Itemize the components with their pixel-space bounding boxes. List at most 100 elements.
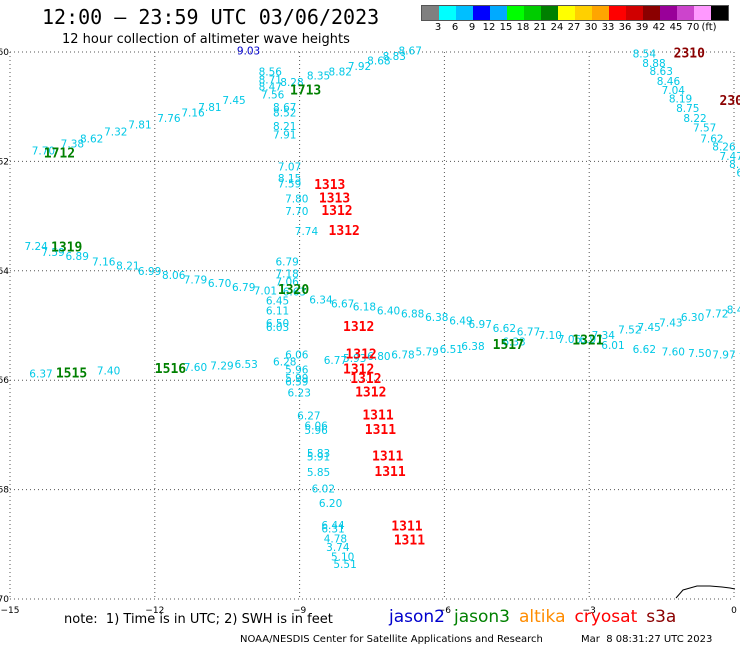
wave-height-value: 6.51: [440, 344, 463, 356]
wave-height-value: 7.70: [32, 145, 55, 157]
wave-height-value: 6.45: [266, 296, 289, 308]
legend-swatch: [609, 6, 626, 20]
wave-height-value: 8.26: [712, 141, 736, 153]
wave-height-value: 7.72: [705, 308, 728, 320]
wave-height-value: 6.63: [283, 286, 306, 298]
legend-swatch: [541, 6, 558, 20]
wave-height-value: 6.37: [29, 368, 52, 380]
wave-height-value: 6.28: [273, 356, 296, 368]
wave-height-value: 7.97: [712, 349, 735, 361]
wave-height-value: 6.31: [321, 523, 344, 535]
wave-height-value: 6.23: [288, 388, 311, 400]
wave-height-value: 5.51: [333, 559, 356, 571]
wave-height-value: 8.21: [273, 121, 296, 133]
track-time-label: 2309: [720, 94, 740, 109]
wave-height-value: 8.21: [116, 261, 139, 273]
wave-height-value: 7.62: [700, 133, 723, 145]
legend-label: 18: [516, 22, 530, 33]
wave-height-value: 7.81: [128, 120, 151, 132]
track-time-label: 1312: [350, 372, 381, 387]
wave-height-value: 6.44: [321, 520, 345, 532]
wave-height-value: 6.06: [304, 420, 328, 432]
wave-height-value: 7.50: [688, 348, 711, 360]
wave-height-value: 3.74: [326, 542, 350, 554]
wave-height-value: 5.93: [343, 353, 366, 365]
wave-height-value: 8.47: [259, 81, 282, 93]
wave-height-value: 7.32: [104, 127, 127, 139]
wave-height-observations: 9.03 8.678.838.687.928.828.358.568.718.28…: [24, 46, 740, 571]
track-time-label: 1312: [329, 224, 360, 239]
lat-tick-label: 66: [0, 376, 9, 386]
wave-height-value: 8.54: [633, 48, 657, 60]
legend-label: 30: [584, 22, 598, 33]
wave-height-value: 6.88: [401, 308, 424, 320]
wave-height-value: 6.78: [391, 349, 414, 361]
coastline: [675, 585, 736, 599]
lat-lon-grid: [9, 51, 735, 600]
wave-height-value: 7.04: [662, 85, 686, 97]
wave-height-value: 8.15: [278, 173, 301, 185]
mission-jason2: jason2: [389, 607, 445, 627]
track-time-label: 1319: [51, 241, 82, 256]
wave-height-value: 8.35: [307, 70, 330, 82]
lat-tick-label: 60: [0, 48, 9, 58]
legend-swatch: [711, 6, 728, 20]
axis-tick-labels: −15 −12 −9 −6 −3 0 60 62 64 66 68 70: [0, 48, 737, 616]
wave-height-value: 6.38: [425, 312, 448, 324]
wave-height-value: 8.75: [676, 103, 699, 115]
wave-height-value: 6.79: [232, 282, 255, 294]
wave-height-value: 7.56: [261, 89, 285, 101]
wave-height-value: 6.67: [331, 298, 354, 310]
legend-swatch: [592, 6, 609, 20]
wave-height-value: 6.27: [297, 411, 320, 423]
wave-height-value: 7.70: [285, 206, 308, 218]
wave-height-value: 6.62: [633, 344, 656, 356]
legend-label: 39: [635, 22, 649, 33]
wave-height-value: 7.45: [637, 322, 660, 334]
wave-height-value: 6.11: [266, 306, 289, 318]
wave-height-value: 6.49: [449, 315, 472, 327]
legend-swatch: [524, 6, 541, 20]
track-time-label: 1312: [343, 320, 374, 335]
wave-height-value: 8.6: [729, 159, 740, 171]
wave-height-value: 8.68: [367, 56, 390, 68]
wave-height-value: 6.77: [517, 326, 540, 338]
legend-label: 45: [669, 22, 683, 33]
wave-height-value: 6.77: [324, 355, 347, 367]
legend-swatch: [694, 6, 711, 20]
wave-height-color-legend: 3 6 9 12 15 18 21 24 27 30 33 36 39 42 45 70 (ft): [421, 5, 729, 35]
generated-date: Mar 8 08:31:27 UTC 2023: [581, 634, 713, 645]
legend-label: 33: [601, 22, 615, 33]
wave-height-value: 5.85: [307, 467, 330, 479]
wave-height-value: 6.06: [285, 349, 309, 361]
wave-height-value: 7.16: [181, 108, 205, 120]
legend-label: 3: [434, 22, 442, 33]
mission-jason3: jason3: [454, 607, 510, 627]
wave-height-value: 8.06: [162, 270, 186, 282]
track-time-label: 2310: [674, 46, 705, 61]
legend-label: 21: [533, 22, 547, 33]
wave-height-value: 8.44: [727, 304, 740, 316]
lat-tick-label: 70: [0, 595, 9, 605]
map-subtitle: 12 hour collection of altimeter wave hei…: [62, 32, 350, 47]
legend-label: 42: [652, 22, 666, 33]
track-time-label: 1311: [365, 423, 396, 438]
track-time-label: 1311: [394, 533, 425, 548]
track-time-label: 1321: [572, 334, 603, 349]
wave-height-value: 6.01: [601, 340, 624, 352]
legend-labels: 3 6 9 12 15 18 21 24 27 30 33 36 39 42 45 70 (ft): [421, 21, 729, 35]
legend-swatch: [575, 6, 592, 20]
legend-label: 24: [550, 22, 564, 33]
legend-swatch: [660, 6, 677, 20]
wave-height-value: 7.06: [275, 277, 299, 289]
lat-tick-label: 62: [0, 157, 9, 167]
legend-swatch: [456, 6, 473, 20]
lon-tick-label: −15: [1, 606, 20, 616]
legend-label: 70: [686, 22, 700, 33]
wave-height-value: 7.16: [92, 256, 116, 268]
wave-height-value: 7.07: [278, 162, 301, 174]
wave-height-value: 8.52: [273, 108, 296, 120]
track-time-label: 1712: [44, 147, 75, 162]
wave-height-value: 5.96: [285, 365, 309, 377]
